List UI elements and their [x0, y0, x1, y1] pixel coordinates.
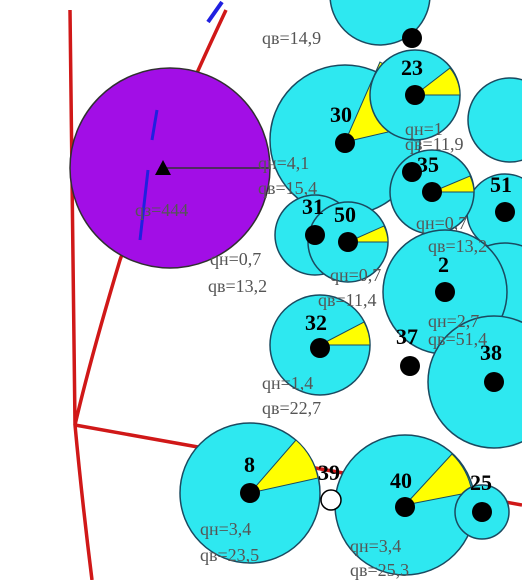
load-label: qн=0,7 — [416, 213, 467, 233]
node-dot — [395, 497, 415, 517]
consumers — [179, 0, 522, 576]
node-label: 23 — [401, 55, 423, 80]
labels: qв=14,9 23 30 35 51 31 50 2 32 37 38 8 3… — [135, 28, 512, 580]
source-load: qз=444 — [135, 200, 188, 220]
node-dot — [338, 232, 358, 252]
load-label: qн=0,7 — [330, 265, 381, 285]
node-dot — [422, 182, 442, 202]
load-label: qн=3,4 — [200, 519, 251, 539]
wedge — [319, 321, 371, 346]
node-dot — [240, 483, 260, 503]
node-dot — [435, 282, 455, 302]
node-dot — [402, 28, 422, 48]
consumer — [467, 77, 522, 163]
wedge — [431, 175, 475, 193]
node-dot — [484, 372, 504, 392]
load-label: qв=13,2 — [428, 236, 487, 256]
node-label: 38 — [480, 340, 502, 365]
node-dot — [310, 338, 330, 358]
node-label: 25 — [470, 470, 492, 495]
blue-mark — [138, 109, 159, 241]
load-label: qв=14,9 — [262, 28, 321, 48]
node-label: 50 — [334, 202, 356, 227]
wedge — [413, 67, 461, 96]
load-label: qн=4,1 — [258, 153, 309, 173]
node-dot — [335, 133, 355, 153]
load-label: qн=0,7 — [210, 249, 261, 269]
wedge — [347, 225, 389, 243]
blue-mark — [206, 0, 224, 24]
node-label: 37 — [396, 324, 418, 349]
consumer — [427, 315, 522, 449]
node-dot — [400, 356, 420, 376]
node-label: 32 — [305, 310, 327, 335]
node-dot — [495, 202, 515, 222]
load-label: qв=11,9 — [405, 134, 463, 154]
load-label: qв=13,2 — [208, 276, 267, 296]
node-label: 35 — [417, 152, 439, 177]
road — [68, 9, 94, 580]
load-label: qв=51,4 — [428, 329, 487, 349]
node-dot — [472, 502, 492, 522]
load-label: qв=15,4 — [258, 178, 317, 198]
node-dot — [405, 85, 425, 105]
node-label: 30 — [330, 102, 352, 127]
load-label: qн=2,7 — [428, 311, 479, 331]
wedge — [248, 439, 319, 494]
load-label: qн=3,4 — [350, 536, 401, 556]
load-label: qв=25,3 — [350, 560, 409, 580]
load-label: qв=22,7 — [262, 398, 321, 418]
node-label: 2 — [438, 252, 449, 277]
node-dot — [305, 225, 325, 245]
node-label: 40 — [390, 468, 412, 493]
source-marker — [155, 160, 171, 175]
load-label: qн=1 — [405, 119, 443, 139]
node-label: 39 — [318, 460, 340, 485]
load-label: qв=11,4 — [318, 290, 376, 310]
source — [69, 67, 271, 269]
node-label: 51 — [490, 172, 512, 197]
load-label: qн=1,4 — [262, 373, 313, 393]
load-label: qв=23,5 — [200, 545, 259, 565]
node-label: 31 — [302, 194, 324, 219]
node-dot — [402, 162, 422, 182]
node-label: 8 — [244, 452, 255, 477]
junction — [320, 489, 342, 511]
